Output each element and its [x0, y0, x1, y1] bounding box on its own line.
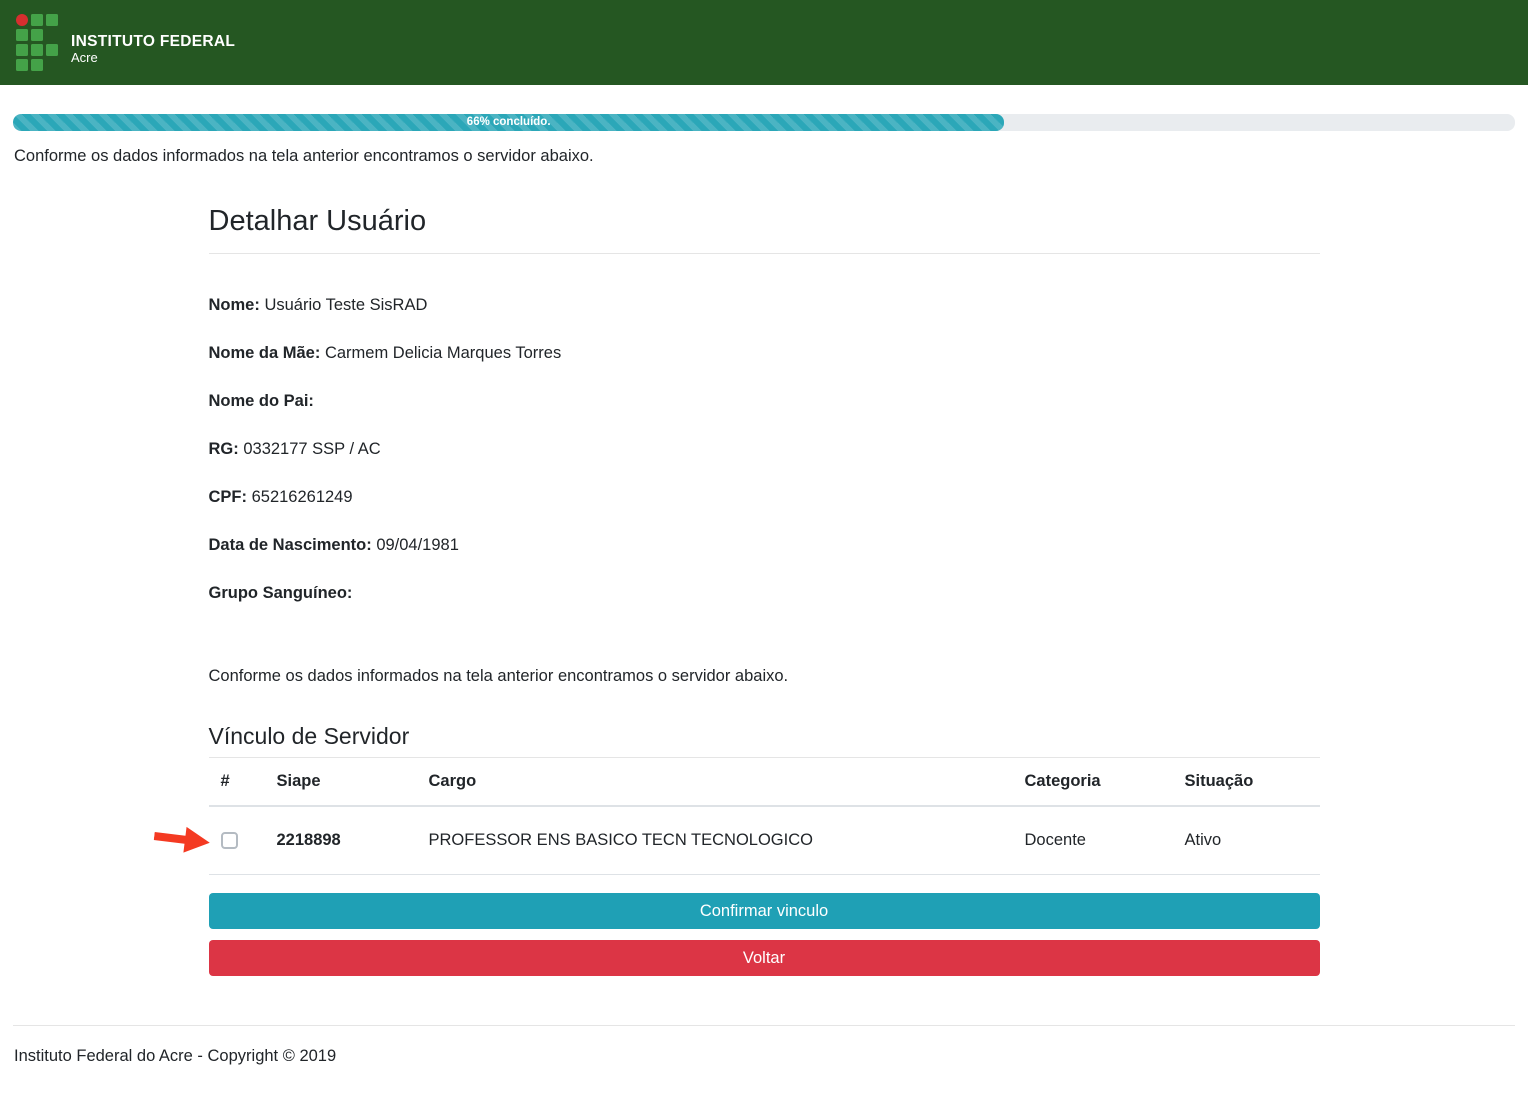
- col-header-cargo: Cargo: [416, 758, 1013, 807]
- categoria-cell: Docente: [1012, 806, 1173, 875]
- field-cpf-label: CPF:: [208, 488, 248, 506]
- confirm-vinculo-button[interactable]: Confirmar vinculo: [208, 892, 1320, 929]
- col-header-siape: Siape: [264, 758, 417, 807]
- field-rg-value: 0332177 SSP / AC: [243, 440, 381, 458]
- vinculo-divider: [208, 757, 1320, 758]
- field-nome: Nome: Usuário Teste SisRAD: [209, 296, 1320, 315]
- title-divider: [208, 253, 1320, 254]
- footer-divider: [13, 1024, 1515, 1026]
- detail-card: Detalhar Usuário Nome: Usuário Teste Sis…: [153, 205, 1320, 976]
- annotation-arrow-icon: [153, 827, 210, 853]
- vinculo-section-title: Vínculo de Servidor: [208, 723, 410, 749]
- logo-dot: [16, 14, 28, 26]
- siape-cell: 2218898: [264, 806, 417, 875]
- brand: INSTITUTO FEDERAL Acre: [16, 14, 235, 71]
- col-header-situacao: Situação: [1172, 758, 1320, 807]
- situacao-cell: Ativo: [1172, 806, 1320, 875]
- cargo-cell: PROFESSOR ENS BASICO TECN TECNOLOGICO: [416, 806, 1013, 875]
- brand-title: INSTITUTO FEDERAL: [71, 33, 236, 51]
- select-cell: [153, 806, 265, 875]
- field-data-nascimento: Data de Nascimento: 09/04/1981: [209, 536, 1320, 555]
- intro-text: Conforme os dados informados na tela ant…: [14, 147, 594, 165]
- back-button[interactable]: Voltar: [208, 939, 1320, 976]
- col-header-categoria: Categoria: [1012, 758, 1173, 807]
- field-rg-label: RG:: [208, 440, 239, 458]
- field-nome-pai: Nome do Pai:: [209, 392, 1320, 411]
- instituto-federal-logo-icon: [16, 14, 58, 71]
- field-nome-pai-label: Nome do Pai:: [208, 392, 314, 410]
- progress-bar-fill: 66% concluído.: [13, 114, 1005, 131]
- brand-subtitle: Acre: [71, 50, 98, 66]
- main-content: 66% concluído. Conforme os dados informa…: [0, 114, 1528, 1066]
- field-nome-mae-label: Nome da Mãe:: [208, 344, 321, 362]
- field-grupo-sanguineo-label: Grupo Sanguíneo:: [208, 584, 353, 602]
- servidor-intro-text: Conforme os dados informados na tela ant…: [208, 667, 789, 685]
- table-row: 2218898 PROFESSOR ENS BASICO TECN TECNOL…: [153, 806, 1320, 875]
- vinculo-checkbox[interactable]: [220, 831, 238, 849]
- field-nome-mae: Nome da Mãe: Carmem Delicia Marques Torr…: [209, 344, 1320, 363]
- col-header-select: #: [208, 758, 265, 807]
- field-rg: RG: 0332177 SSP / AC: [209, 440, 1320, 459]
- brand-text: INSTITUTO FEDERAL Acre: [71, 33, 235, 66]
- progress-label: 66% concluído.: [466, 116, 551, 128]
- footer: Instituto Federal do Acre - Copyright © …: [0, 1047, 1528, 1066]
- field-grupo-sanguineo: Grupo Sanguíneo:: [209, 584, 1320, 603]
- field-cpf-value: 65216261249: [251, 488, 353, 506]
- field-data-nascimento-value: 09/04/1981: [376, 536, 459, 554]
- field-cpf: CPF: 65216261249: [209, 488, 1320, 507]
- progress-bar-track: 66% concluído.: [13, 114, 1515, 131]
- vinculo-table: # Siape Cargo Categoria Situação 2218898: [153, 758, 1320, 875]
- field-data-nascimento-label: Data de Nascimento:: [208, 536, 372, 554]
- table-header-row: # Siape Cargo Categoria Situação: [208, 758, 1320, 807]
- app-header: INSTITUTO FEDERAL Acre: [0, 0, 1528, 85]
- footer-copyright: Instituto Federal do Acre - Copyright © …: [14, 1046, 337, 1065]
- field-nome-mae-value: Carmem Delicia Marques Torres: [324, 344, 562, 362]
- page-title: Detalhar Usuário: [208, 205, 427, 237]
- user-details: Nome: Usuário Teste SisRAD Nome da Mãe: …: [209, 296, 1320, 603]
- field-nome-value: Usuário Teste SisRAD: [264, 296, 428, 314]
- field-nome-label: Nome:: [208, 296, 260, 314]
